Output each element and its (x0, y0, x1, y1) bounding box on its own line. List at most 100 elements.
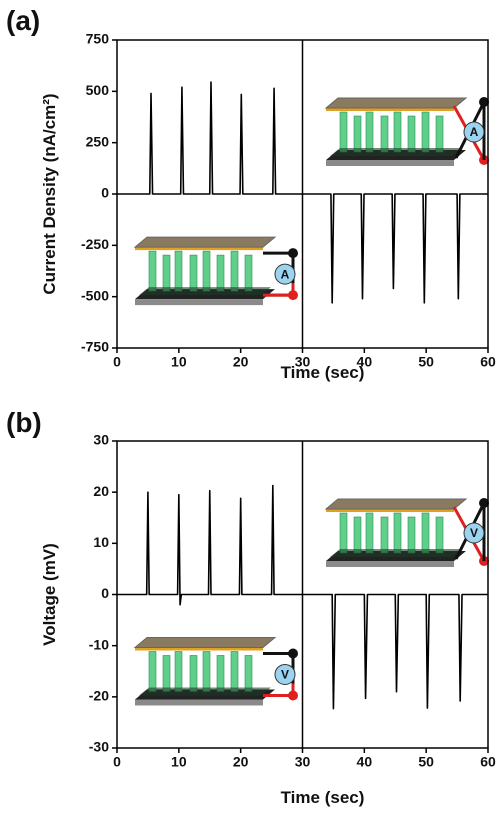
nanowire (353, 115, 362, 153)
device-inset: V (324, 498, 489, 567)
nanowire (202, 651, 211, 692)
x-tick-label: 60 (480, 754, 496, 770)
x-tick-label: 20 (233, 754, 249, 770)
meter (463, 121, 485, 143)
top-plate (324, 97, 468, 109)
y-tick-label: 0 (101, 185, 109, 201)
nanowire (216, 254, 225, 292)
x-axis-title: Time (sec) (281, 788, 365, 807)
nanowire (353, 516, 362, 554)
y-tick-label: -30 (89, 739, 109, 755)
top-electrode (326, 509, 454, 512)
x-tick-label: 60 (480, 354, 496, 370)
y-tick-label: 20 (93, 483, 109, 499)
nanowire (230, 250, 239, 292)
meter-label: A (281, 267, 290, 281)
nanowire (365, 512, 374, 554)
substrate-edge (135, 299, 263, 306)
signal-line (117, 81, 488, 304)
node (288, 690, 298, 701)
x-tick-label: 30 (295, 354, 311, 370)
x-tick-label: 50 (418, 354, 434, 370)
y-tick-label: 0 (101, 585, 109, 601)
x-tick-label: 50 (418, 754, 434, 770)
y-tick-label: -10 (89, 636, 109, 652)
substrate-edge (326, 561, 454, 567)
nanowire (339, 512, 348, 554)
bottom-mesh (330, 148, 462, 156)
bottom-mesh (139, 287, 271, 296)
nanowire (365, 111, 374, 153)
top-plate (324, 498, 468, 510)
y-tick-label: -500 (81, 287, 109, 303)
nanowire (148, 651, 157, 692)
top-plate (133, 236, 277, 248)
nanowire (421, 512, 430, 554)
nanowire (189, 254, 198, 292)
x-tick-label: 30 (295, 754, 311, 770)
substrate-edge (135, 699, 263, 706)
meter-label: V (281, 668, 289, 682)
y-tick-label: -20 (89, 688, 109, 704)
nanowire (174, 250, 183, 292)
y-axis-title: Voltage (mV) (40, 543, 59, 646)
substrate-edge (326, 160, 454, 166)
nanowire (230, 651, 239, 692)
meter (274, 663, 296, 685)
nanowire (393, 111, 402, 153)
nanowire (435, 115, 444, 153)
x-tick-label: 20 (233, 354, 249, 370)
bottom-mesh (139, 687, 271, 696)
x-tick-label: 10 (171, 754, 187, 770)
meter-label: V (470, 526, 478, 540)
nanowire (380, 516, 389, 554)
x-axis-title: Time (sec) (281, 363, 365, 382)
nanowire (202, 250, 211, 292)
nanowire (407, 115, 416, 153)
y-tick-label: 750 (86, 31, 110, 47)
y-tick-label: 30 (93, 432, 109, 448)
y-tick-label: 10 (93, 534, 109, 550)
nanowire (393, 512, 402, 554)
top-electrode (135, 247, 263, 251)
panel-label: (b) (6, 407, 42, 438)
x-tick-label: 0 (113, 354, 121, 370)
nanowire (407, 516, 416, 554)
meter (274, 263, 296, 285)
node (288, 290, 298, 301)
nanowire (162, 655, 171, 692)
panel-label: (a) (6, 5, 40, 36)
nanowire (380, 115, 389, 153)
nanowire (189, 655, 198, 692)
nanowire (148, 250, 157, 292)
top-plate (133, 636, 277, 648)
node (288, 648, 298, 659)
y-tick-label: -750 (81, 339, 109, 355)
device-inset: A (324, 97, 489, 166)
y-axis-title: Current Density (nA/cm²) (40, 93, 59, 294)
y-tick-label: -250 (81, 236, 109, 252)
signal-line (117, 484, 488, 710)
nanowire (162, 254, 171, 292)
nanowire (421, 111, 430, 153)
y-tick-label: 500 (86, 82, 110, 98)
x-tick-label: 10 (171, 354, 187, 370)
y-tick-label: 250 (86, 133, 110, 149)
node (288, 248, 298, 259)
nanowire (244, 655, 253, 692)
top-electrode (135, 647, 263, 651)
nanowire (244, 254, 253, 292)
nanowire (339, 111, 348, 153)
x-tick-label: 0 (113, 754, 121, 770)
x-tick-label: 40 (357, 754, 373, 770)
nanowire (435, 516, 444, 554)
device-inset: V (133, 636, 298, 706)
device-inset: A (133, 236, 298, 306)
meter (463, 522, 485, 544)
top-electrode (326, 108, 454, 111)
x-tick-label: 40 (357, 354, 373, 370)
nanowire (174, 651, 183, 692)
nanowire (216, 655, 225, 692)
meter-label: A (470, 125, 479, 139)
